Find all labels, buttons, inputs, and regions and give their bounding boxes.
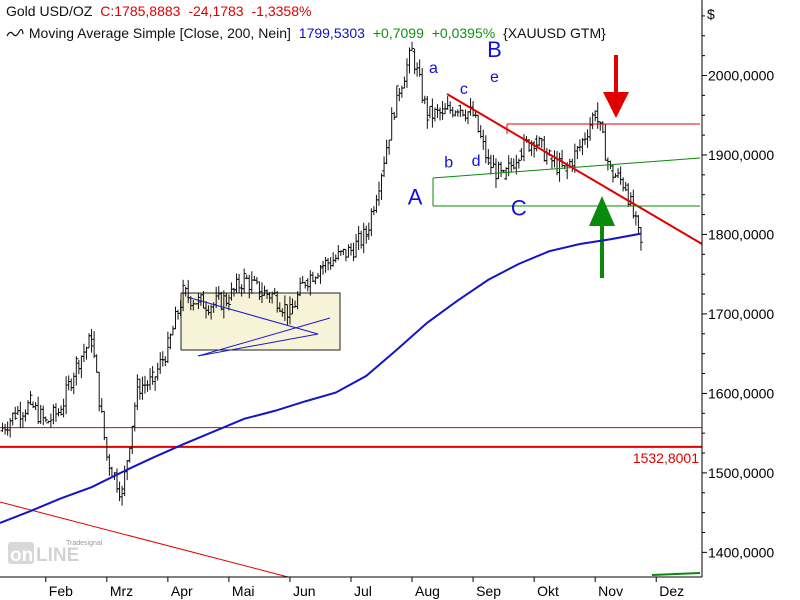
price-bar <box>196 293 201 310</box>
price-bar <box>226 294 231 311</box>
drawing-tools <box>186 55 703 576</box>
wave-annotations: A B Ca b c d e <box>408 37 527 220</box>
price-bars <box>0 41 643 506</box>
price-bar <box>59 405 64 416</box>
down-arrow-head <box>603 92 629 118</box>
tradesignal-online-logo: Tradesignal on LINE <box>8 540 103 566</box>
moving-average-line <box>0 232 642 524</box>
price-bar <box>89 329 94 353</box>
x-tick-label: Nov <box>598 583 623 599</box>
wave-label: A <box>408 184 423 209</box>
x-tick-label: Sep <box>476 583 501 599</box>
price-bar <box>364 225 369 244</box>
x-tick-label: Mai <box>232 583 255 599</box>
indicator-change-pct: +0,0395% <box>431 25 496 41</box>
price-bar <box>74 356 79 386</box>
moving-average <box>0 232 642 524</box>
wave-label: B <box>487 37 502 62</box>
price-bar <box>532 140 537 158</box>
down-arrow <box>603 55 629 118</box>
price-bar <box>623 181 628 192</box>
price-bar <box>43 416 48 423</box>
x-tick-label: Aug <box>415 583 440 599</box>
currency-label: $ <box>707 6 715 22</box>
x-tick-label: Jul <box>354 583 372 599</box>
indicator-change-abs: +0,7099 <box>372 25 424 41</box>
price-bar <box>165 331 170 364</box>
y-tick-label: 1700,0000 <box>708 306 774 322</box>
price-bar <box>287 296 292 325</box>
indicator-name: Moving Average Simple [Close, 200, Nein] <box>28 25 291 41</box>
wave-label: c <box>460 81 468 98</box>
wave-label: d <box>472 153 481 170</box>
y-tick-label: 1900,0000 <box>708 147 774 163</box>
price-header: Gold USD/OZ C:1785,8883 -24,1783 -1,3358… <box>6 3 315 19</box>
svg-text:Tradesignal: Tradesignal <box>66 540 103 547</box>
svg-text:on: on <box>10 545 33 566</box>
wave-label: a <box>429 60 438 77</box>
price-bar <box>410 41 415 51</box>
moving-average-icon <box>6 29 24 37</box>
price-bar <box>455 109 460 117</box>
x-tick-label: Okt <box>537 583 559 599</box>
change-abs: -24,1783 <box>188 3 244 19</box>
x-tick-label: Mrz <box>110 583 133 599</box>
wave-label: C <box>511 195 527 220</box>
price-bar <box>272 287 277 295</box>
horizontal-levels: 1532,8001 <box>0 427 702 466</box>
x-tick-label: Jun <box>293 583 316 599</box>
price-bar <box>638 227 643 251</box>
price-bar <box>440 100 445 120</box>
price-bar <box>150 366 155 385</box>
price-bar <box>181 279 186 312</box>
indicator-value: 1799,5303 <box>298 25 365 41</box>
x-tick-label: Feb <box>49 583 73 599</box>
price-bar <box>120 485 125 506</box>
price-bar <box>593 110 598 122</box>
wave-label: e <box>490 69 499 86</box>
chart-axes: $1400,0000 1500,0000 1600,0000 1700,0000 180… <box>0 0 774 599</box>
up-arrow-head <box>589 196 615 226</box>
price-bar <box>135 374 140 410</box>
y-tick-label: 1800,0000 <box>708 226 774 242</box>
price-bar <box>28 391 33 405</box>
price-bar <box>486 149 491 166</box>
svg-text:LINE: LINE <box>36 545 79 566</box>
y-tick-label: 1400,0000 <box>708 544 774 560</box>
indicator-header: Moving Average Simple [Close, 200, Nein]… <box>6 25 610 41</box>
triangle-pattern <box>186 296 331 357</box>
price-bar <box>318 264 323 284</box>
price-bar <box>394 85 399 118</box>
old-trendline <box>0 501 289 578</box>
bottom-green-mark <box>651 572 701 576</box>
y-tick-label: 2000,0000 <box>708 68 774 84</box>
level-label: 1532,8001 <box>633 450 699 466</box>
x-tick-label: Dez <box>659 583 684 599</box>
descending-trendline <box>446 93 703 245</box>
y-tick-label: 1500,0000 <box>708 465 774 481</box>
y-tick-label: 1600,0000 <box>708 385 774 401</box>
price-bar <box>242 268 247 294</box>
level-label-bg <box>620 448 702 466</box>
wave-label: b <box>444 155 453 172</box>
price-bar <box>257 281 262 300</box>
price-bar <box>425 96 430 129</box>
price-bar <box>379 173 384 200</box>
change-pct: -1,3358% <box>251 3 312 19</box>
price-bar <box>303 281 308 289</box>
symbol-name: Gold USD/OZ <box>6 3 93 19</box>
up-arrow <box>589 196 615 278</box>
instrument-code: {XAUUSD GTM} <box>503 25 606 41</box>
price-bar <box>13 406 18 420</box>
channel-line <box>432 157 701 179</box>
x-tick-label: Apr <box>171 583 193 599</box>
close-readout: C:1785,8883 <box>100 3 181 19</box>
price-bar <box>516 158 521 169</box>
